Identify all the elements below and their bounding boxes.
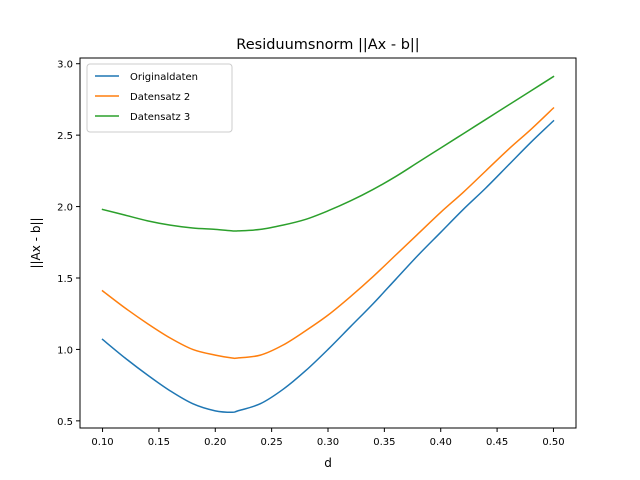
x-tick-label: 0.30 bbox=[317, 437, 339, 448]
legend-box bbox=[86, 63, 233, 133]
series-line-2 bbox=[101, 106, 555, 360]
x-tick-label: 0.25 bbox=[261, 437, 283, 448]
x-tick-label: 0.45 bbox=[486, 437, 508, 448]
legend-items: Originaldaten Datensatz 2 Datensatz 3 bbox=[95, 72, 198, 123]
y-tick-label: 2.5 bbox=[57, 131, 73, 142]
x-tick-label: 0.15 bbox=[148, 437, 170, 448]
y-tick-label: 1.0 bbox=[57, 345, 73, 356]
x-tick-label: 0.10 bbox=[91, 437, 113, 448]
x-tick-label: 0.35 bbox=[373, 437, 395, 448]
plot-lines bbox=[101, 75, 555, 414]
x-axis-ticks: 0.10 0.15 0.20 0.25 0.30 0.35 0.40 0.45 0.50 bbox=[91, 428, 565, 448]
legend-label-1: Originaldaten bbox=[130, 72, 198, 83]
x-tick-label: 0.40 bbox=[430, 437, 452, 448]
legend: Originaldaten Datensatz 2 Datensatz 3 bbox=[86, 63, 233, 133]
series-line-3 bbox=[101, 75, 555, 232]
y-axis-ticks: 0.5 1.0 1.5 2.0 2.5 3.0 bbox=[57, 60, 80, 428]
legend-label-2: Datensatz 2 bbox=[130, 92, 190, 103]
y-tick-label: 0.5 bbox=[57, 417, 73, 428]
chart-title: Residuumsnorm ||Ax - b|| bbox=[236, 37, 419, 53]
x-tick-label: 0.50 bbox=[542, 437, 564, 448]
legend-label-3: Datensatz 3 bbox=[130, 112, 190, 123]
y-tick-label: 1.5 bbox=[57, 274, 73, 285]
y-tick-label: 2.0 bbox=[57, 203, 73, 214]
x-axis-label: d bbox=[324, 456, 332, 470]
y-axis-label: ||Ax - b|| bbox=[29, 217, 43, 268]
x-tick-label: 0.20 bbox=[204, 437, 226, 448]
y-tick-label: 3.0 bbox=[57, 60, 73, 71]
series-line-1 bbox=[101, 119, 555, 414]
